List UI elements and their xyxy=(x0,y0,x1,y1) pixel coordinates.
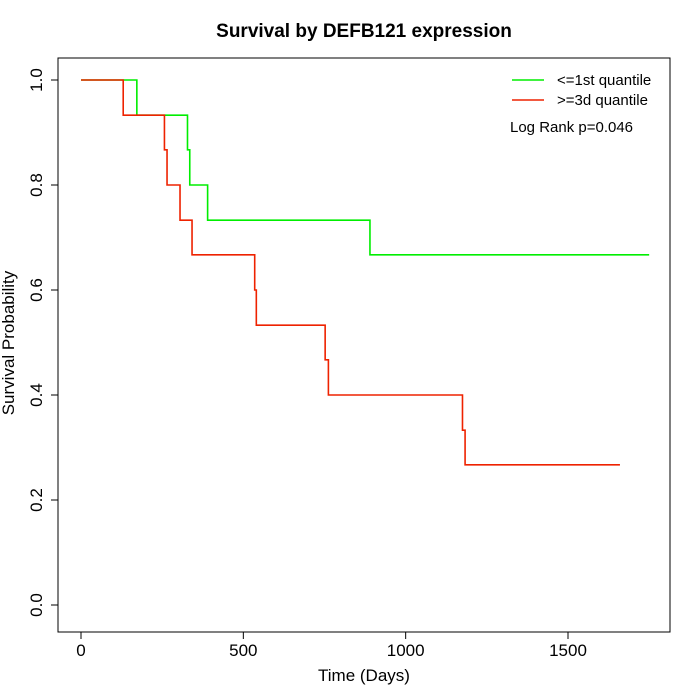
x-tick-label: 1500 xyxy=(549,641,587,660)
x-tick-label: 500 xyxy=(229,641,257,660)
series-1-curve xyxy=(81,79,650,256)
y-tick-label: 0.0 xyxy=(27,593,46,617)
legend-label-1: <=1st quantile xyxy=(557,72,651,89)
series-2-curve xyxy=(81,79,620,466)
legend: <=1st quantile >=3d quantile xyxy=(512,72,651,109)
x-tick-label: 1000 xyxy=(387,641,425,660)
y-tick-label: 0.6 xyxy=(27,278,46,302)
log-rank-annotation: Log Rank p=0.046 xyxy=(510,119,633,136)
y-axis: 0.0 0.2 0.4 0.6 0.8 1.0 xyxy=(27,68,59,617)
x-axis-label: Time (Days) xyxy=(318,666,410,685)
plot-frame xyxy=(57,57,671,633)
y-tick-label: 0.2 xyxy=(27,488,46,512)
legend-label-2: >=3d quantile xyxy=(557,92,648,109)
chart-title: Survival by DEFB121 expression xyxy=(216,21,512,42)
y-tick-label: 1.0 xyxy=(27,68,46,92)
y-tick-label: 0.4 xyxy=(27,383,46,407)
y-tick-label: 0.8 xyxy=(27,173,46,197)
series-layer xyxy=(81,79,650,466)
y-axis-label: Survival Probability xyxy=(0,270,18,415)
x-axis: 0 500 1000 1500 xyxy=(76,631,587,660)
x-tick-label: 0 xyxy=(76,641,85,660)
